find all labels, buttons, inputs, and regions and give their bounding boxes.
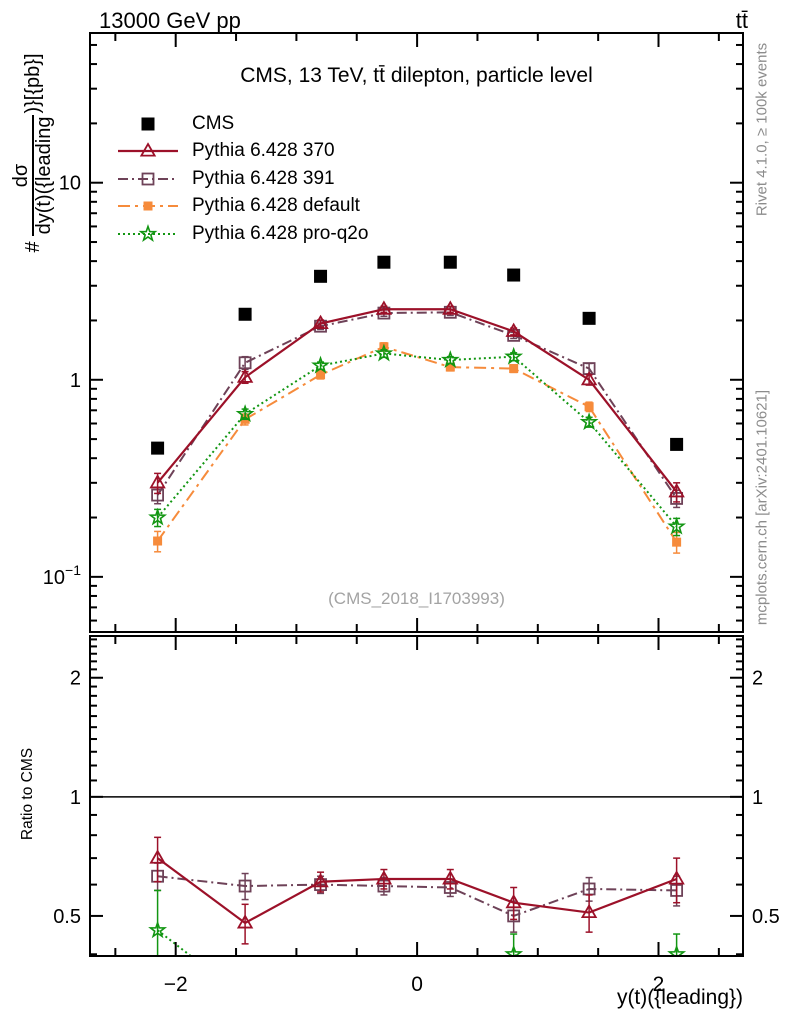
legend-item-label: Pythia 6.428 pro-q2o xyxy=(192,222,369,244)
plot-title: CMS, 13 TeV, tt̄ dilepton, particle leve… xyxy=(240,64,593,87)
legend-item-label: Pythia 6.428 default xyxy=(192,195,360,217)
analysis-id-watermark: (CMS_2018_I1703993) xyxy=(328,589,505,608)
ratio-y-tick-label-left: 0.5 xyxy=(53,906,81,928)
legend-item-cms: CMS xyxy=(116,110,368,138)
main-y-tick-label: 10−1 xyxy=(43,562,81,589)
y-title-prefix: # xyxy=(21,241,43,253)
ratio-y-axis-title: Ratio to CMS xyxy=(19,747,36,841)
x-tick-label: 2 xyxy=(653,973,665,996)
series-main-pythia-6-428-default xyxy=(153,342,682,554)
series-ratio-pythia-6-428-370 xyxy=(149,836,685,945)
y-title-fraction: dσ dy(t)({leading xyxy=(9,114,55,237)
legend-item-label: Pythia 6.428 370 xyxy=(192,140,335,162)
legend-item-pythia-370: Pythia 6.428 370 xyxy=(116,138,368,166)
pythia-default-marker-icon xyxy=(116,196,180,216)
mcplots-arxiv-note: mcplots.cern.ch [arXiv:2401.10621] xyxy=(753,389,771,626)
x-tick-label: −2 xyxy=(164,973,188,996)
legend-item-pythia-default: Pythia 6.428 default xyxy=(116,193,368,221)
ratio-y-tick-label-right: 2 xyxy=(752,668,763,690)
x-axis-title: y(t)({leading}) xyxy=(616,986,743,1009)
ratio-y-tick-label-right: 1 xyxy=(752,787,763,809)
cms-marker-icon xyxy=(116,114,180,134)
series-main-pythia-6-428-pro-q2o xyxy=(148,343,687,537)
ratio-panel-frame xyxy=(89,635,744,957)
main-y-tick-label: 1 xyxy=(70,370,81,392)
legend: CMS Pythia 6.428 370 Pythia 6.428 391 Py… xyxy=(116,110,368,248)
beam-energy-label: 13000 GeV pp xyxy=(99,8,241,33)
y-title-numerator: dσ xyxy=(9,163,32,188)
legend-item-pythia-391: Pythia 6.428 391 xyxy=(116,165,368,193)
process-label: tt̄ xyxy=(735,8,748,33)
legend-item-label: Pythia 6.428 391 xyxy=(192,167,335,189)
legend-item-label: CMS xyxy=(192,112,235,134)
ratio-y-tick-label-right: 0.5 xyxy=(752,906,780,928)
y-title-denominator: dy(t)({leading xyxy=(31,114,55,237)
series-main-pythia-6-428-391 xyxy=(151,305,684,509)
ratio-y-tick-label-left: 2 xyxy=(70,668,81,690)
series-ratio-pythia-6-428-391 xyxy=(151,862,684,933)
series-main-cms xyxy=(151,255,684,455)
pythia-391-marker-icon xyxy=(116,169,180,189)
pythia-pro-q2o-marker-icon xyxy=(116,223,180,244)
x-tick-label: 0 xyxy=(411,973,423,996)
main-y-axis-title: # dσ dy(t)({leading )}[{pb}] xyxy=(4,40,62,266)
ratio-y-tick-label-left: 1 xyxy=(70,787,81,809)
legend-item-pythia-pro-q2o: Pythia 6.428 pro-q2o xyxy=(116,220,368,248)
pythia-370-marker-icon xyxy=(116,141,180,161)
rivet-version-note: Rivet 4.1.0, ≥ 100k events xyxy=(753,42,771,217)
y-title-suffix: )}[{pb}] xyxy=(21,53,43,114)
main-y-tick-label: 10 xyxy=(59,173,81,195)
series-main-pythia-6-428-370 xyxy=(149,300,685,503)
